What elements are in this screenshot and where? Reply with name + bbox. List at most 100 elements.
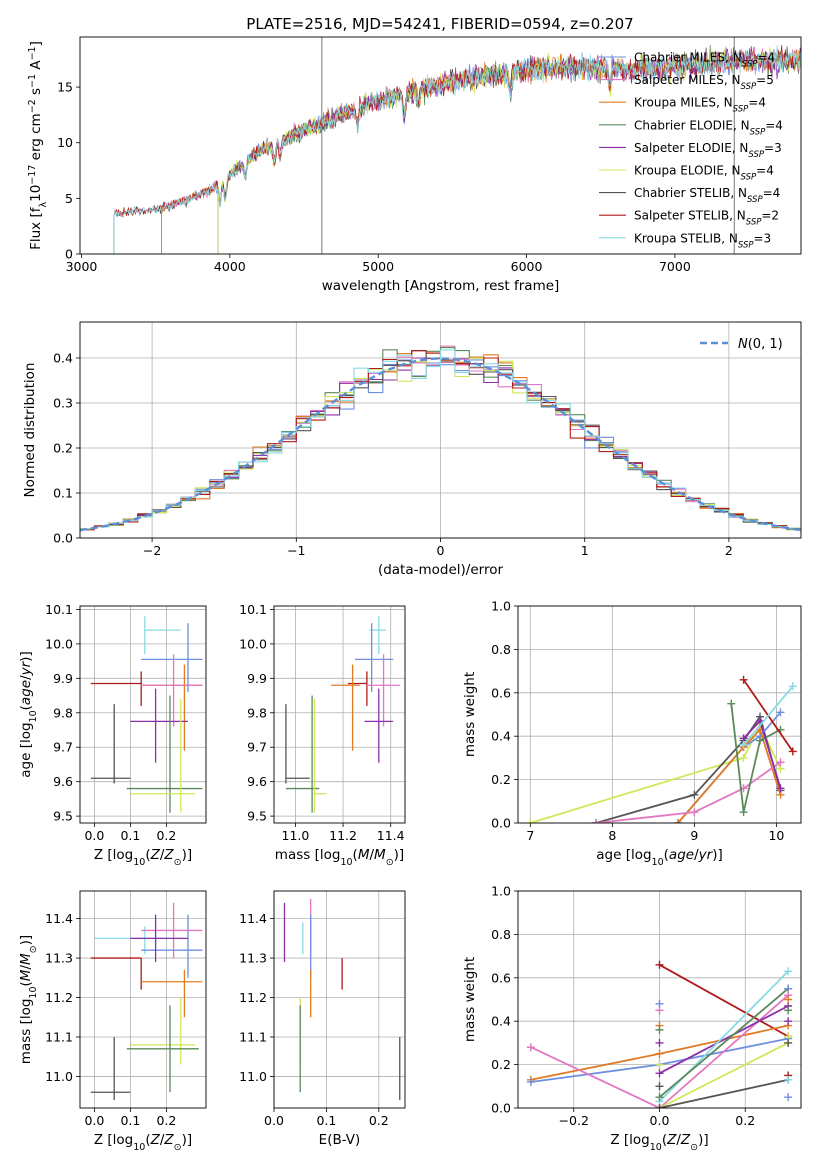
weight-series-line xyxy=(530,994,789,1108)
weight-series-line xyxy=(659,1078,789,1108)
residuals-panel: −2 −1 0 1 2 0.0 0.1 0.2 0.3 0.4 N(0, 1) (data-model… xyxy=(22,321,802,578)
y-tick-label: 10 xyxy=(57,135,73,150)
y-tick-label: 0.6 xyxy=(491,685,511,700)
spectrum-model-line xyxy=(113,44,801,254)
x-tick-label: 9 xyxy=(690,828,698,843)
weight-marker xyxy=(788,747,797,756)
weight-series-line xyxy=(595,761,782,823)
y-axis-label: Flux [fλ10−17 erg cm−2 s−1 A−1] xyxy=(27,41,49,250)
y-tick-label: 9.7 xyxy=(53,740,73,755)
y-tick-label: 9.9 xyxy=(247,671,267,686)
y-tick-label: 0.0 xyxy=(491,816,511,831)
y-tick-label: 10.1 xyxy=(45,602,73,617)
weight-marker xyxy=(690,790,699,799)
weight-series-line xyxy=(730,703,781,813)
weight-marker xyxy=(655,1038,664,1047)
weight-marker xyxy=(788,682,797,691)
weight-marker xyxy=(755,736,764,745)
age_vs_mass-panel: 11.0 11.2 11.4 9.5 9.6 9.7 9.8 9.9 10.0 10.1 mass … xyxy=(239,602,406,868)
x-tick-label: 11.2 xyxy=(329,828,357,843)
x-tick-label: 5000 xyxy=(362,259,394,274)
weight_vs_Z-plot-area xyxy=(526,960,793,1108)
weight-marker xyxy=(776,784,785,793)
weight-marker xyxy=(727,699,736,708)
y-tick-label: 9.5 xyxy=(247,809,267,824)
spectrum-panel: 3000 4000 5000 6000 7000 0 5 10 15 Chabrier MILES… xyxy=(27,36,802,294)
weight-series-line xyxy=(659,1005,789,1075)
weight-series-line xyxy=(658,987,789,1098)
weight-marker xyxy=(776,758,785,767)
weight-marker xyxy=(776,708,785,717)
legend-label: Salpeter MILES, NSSP=5 xyxy=(634,73,774,92)
y-tick-label: 0.0 xyxy=(491,1101,511,1116)
x-axis-label: Z [log10(Z/Z⊙)] xyxy=(94,847,192,868)
y-tick-label: 11.2 xyxy=(45,990,73,1005)
weight-marker xyxy=(655,1082,664,1091)
x-tick-label: 0.2 xyxy=(156,1113,176,1128)
weight-marker xyxy=(673,819,682,823)
mass_vs_EBV-grid xyxy=(273,891,405,1108)
x-tick-label: 0.1 xyxy=(316,1113,336,1128)
age_vs_Z-panel: 0.0 0.1 0.2 9.5 9.6 9.7 9.8 9.9 10.0 10.1 Z [log10… xyxy=(18,602,207,868)
residual-histogram xyxy=(80,349,801,533)
weight-marker xyxy=(526,1077,535,1086)
legend-label: Salpeter STELIB, NSSP=2 xyxy=(634,209,779,228)
x-tick-label: −1 xyxy=(287,543,305,558)
y-tick-label: 11.1 xyxy=(239,1029,267,1044)
x-tick-label: 0.2 xyxy=(156,828,176,843)
x-tick-label: 11.0 xyxy=(282,828,310,843)
residuals-plot-area xyxy=(80,345,801,533)
weight-marker xyxy=(690,808,699,817)
weight-series-line xyxy=(677,727,782,823)
y-tick-label: 9.5 xyxy=(53,809,73,824)
age_vs_Z-grid xyxy=(80,606,206,823)
legend-label: Chabrier STELIB, NSSP=4 xyxy=(634,186,780,205)
y-tick-label: 11.3 xyxy=(45,951,73,966)
legend-label: Kroupa STELIB, NSSP=3 xyxy=(634,231,771,250)
weight-marker xyxy=(591,819,600,823)
weight_vs_age-grid xyxy=(518,605,801,824)
legend-label: Chabrier ELODIE, NSSP=4 xyxy=(634,118,783,137)
y-tick-label: 0.4 xyxy=(53,351,73,366)
weight_vs_Z-frame xyxy=(517,890,802,1109)
weight-marker xyxy=(739,753,748,762)
weight-marker xyxy=(739,740,748,749)
spectrum-legend: Chabrier MILES, NSSP=4 Salpeter MILES, NS… xyxy=(599,51,783,250)
y-tick-label: 5 xyxy=(65,191,73,206)
x-tick-label: 11.4 xyxy=(377,828,405,843)
x-tick-label: 0.0 xyxy=(84,1113,104,1128)
mass_vs_Z-grid xyxy=(80,891,206,1108)
mass_vs_EBV-frame xyxy=(273,890,406,1109)
y-axis-label: mass weight xyxy=(462,957,478,1042)
y-tick-label: 9.8 xyxy=(53,705,73,720)
mass_vs_Z-frame xyxy=(79,890,207,1109)
weight-marker xyxy=(784,1075,793,1084)
y-tick-label: 10.0 xyxy=(45,636,73,651)
y-tick-label: 9.8 xyxy=(247,705,267,720)
y-tick-label: 10.0 xyxy=(239,636,267,651)
x-axis-label: E(B-V) xyxy=(319,1132,361,1148)
x-tick-label: 6000 xyxy=(511,259,543,274)
age_vs_mass-grid xyxy=(274,606,405,823)
weight_vs_age-plot-area xyxy=(526,675,797,823)
weight-series-line xyxy=(659,964,789,1038)
y-tick-label: 11.3 xyxy=(239,951,267,966)
weight-marker xyxy=(655,1104,664,1108)
y-tick-label: 0.8 xyxy=(491,927,511,942)
y-axis-label: Normed distribution xyxy=(22,363,38,498)
y-tick-label: 11.0 xyxy=(45,1069,73,1084)
y-tick-label: 1.0 xyxy=(491,884,511,899)
weight-series-line xyxy=(742,685,794,746)
y-tick-label: 0.0 xyxy=(53,531,73,546)
y-tick-label: 0.4 xyxy=(491,1014,511,1029)
weight-marker xyxy=(526,819,535,823)
y-tick-label: 0.2 xyxy=(491,1057,511,1072)
weight-series-line xyxy=(659,1042,789,1108)
y-tick-label: 0.8 xyxy=(491,642,511,657)
y-tick-label: 15 xyxy=(57,80,73,95)
y-tick-label: 11.2 xyxy=(239,990,267,1005)
weight-marker xyxy=(655,1049,664,1058)
age_vs_mass-plot-area xyxy=(285,616,401,813)
x-tick-label: 0.2 xyxy=(735,1113,755,1128)
weight-marker xyxy=(739,808,748,817)
